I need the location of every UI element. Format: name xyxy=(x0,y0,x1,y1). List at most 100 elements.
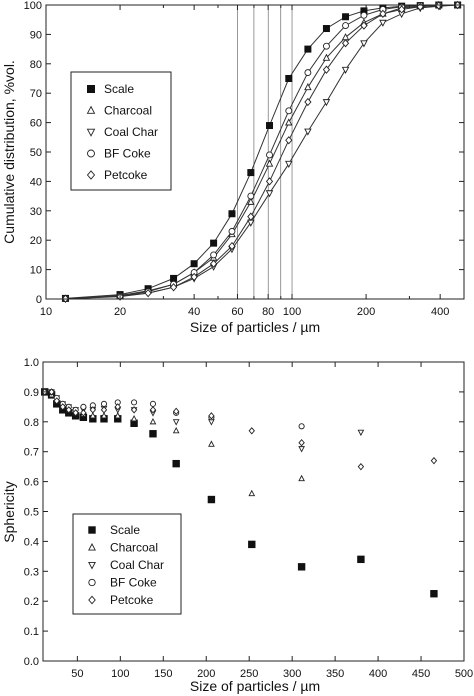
top-point xyxy=(210,251,218,259)
bottom-x-tick-label: 50 xyxy=(71,668,83,680)
bottom-y-tick-label: 0.5 xyxy=(24,507,39,519)
bottom-point xyxy=(172,419,180,426)
top-point xyxy=(265,190,274,198)
top-point xyxy=(285,136,293,145)
top-y-tick-label: 90 xyxy=(30,29,42,41)
top-x-tick-label: 60 xyxy=(231,306,243,318)
bottom-legend-label: Scale xyxy=(110,523,140,537)
bottom-legend-label: BF Coke xyxy=(110,576,157,590)
bottom-x-tick-label: 300 xyxy=(283,668,301,680)
top-point xyxy=(285,118,293,126)
top-point xyxy=(341,33,350,41)
top-point xyxy=(190,272,198,282)
bottom-point xyxy=(80,403,87,410)
top-y-tick-label: 0 xyxy=(36,294,42,306)
bottom-point xyxy=(114,403,121,411)
top-legend-marker xyxy=(86,105,96,114)
top-y-tick-label: 70 xyxy=(30,88,42,100)
bottom-point xyxy=(65,406,72,414)
top-point xyxy=(228,210,236,218)
top-point xyxy=(304,128,312,136)
top-y-tick-label: 100 xyxy=(24,0,42,12)
bottom-point xyxy=(149,417,157,425)
bottom-x-axis-label: Size of particles / µm xyxy=(190,678,320,694)
bottom-legend-label: Charcoal xyxy=(110,541,158,555)
top-legend: Scale Charcoal Coal Char BF Coke Petcoke xyxy=(70,71,172,191)
top-x-axis-label: Size of particles / µm xyxy=(190,319,320,335)
top-point xyxy=(360,11,368,19)
top-point xyxy=(322,42,330,50)
bottom-y-tick-label: 0.4 xyxy=(24,536,39,548)
top-point xyxy=(285,75,293,82)
bottom-markers xyxy=(41,388,438,598)
top-markers xyxy=(61,0,462,303)
top-legend-label: Charcoal xyxy=(104,104,152,118)
top-legend-marker xyxy=(87,149,95,158)
bottom-point xyxy=(89,411,97,419)
top-point xyxy=(322,65,331,74)
top-point xyxy=(247,212,255,221)
top-point xyxy=(379,19,387,27)
top-point xyxy=(190,260,198,268)
bottom-point xyxy=(208,440,215,447)
top-x-tick-label: 200 xyxy=(357,306,375,318)
bottom-point xyxy=(172,459,180,468)
bottom-legend-label: Petcoke xyxy=(110,593,154,607)
top-point xyxy=(285,160,293,169)
top-point xyxy=(144,288,152,298)
top-x-tick-label: 400 xyxy=(431,306,449,318)
bottom-point xyxy=(357,429,365,437)
bottom-point xyxy=(130,414,138,422)
top-point xyxy=(266,122,274,130)
bottom-point xyxy=(248,427,255,435)
bottom-point xyxy=(48,388,55,396)
bottom-x-tick-label: 350 xyxy=(326,668,344,680)
bottom-point xyxy=(248,540,256,549)
bottom-legend-marker xyxy=(88,595,96,605)
bottom-y-tick-label: 0.8 xyxy=(24,417,39,429)
bottom-point xyxy=(208,419,215,426)
top-y-tick-label: 10 xyxy=(30,265,42,277)
top-point xyxy=(265,159,274,167)
top-point xyxy=(379,9,387,18)
bottom-y-tick-label: 0.6 xyxy=(24,477,39,489)
top-y-tick-label: 60 xyxy=(30,118,42,130)
top-point xyxy=(210,239,218,247)
top-legend-label: Scale xyxy=(104,82,134,96)
top-legend-label: Coal Char xyxy=(104,125,158,139)
top-point xyxy=(360,21,368,30)
bottom-point xyxy=(149,400,157,407)
bottom-point xyxy=(100,411,108,419)
top-legend-label: BF Coke xyxy=(104,147,151,161)
bottom-point xyxy=(53,397,60,405)
bottom-y-tick-label: 0.7 xyxy=(24,447,39,459)
top-point xyxy=(266,151,273,159)
bottom-point xyxy=(430,456,438,465)
top-point xyxy=(285,107,293,115)
bottom-point xyxy=(208,412,215,420)
bottom-legend-label: Coal Char xyxy=(110,558,164,572)
top-y-axis-label: Cumulative distribution, %vol. xyxy=(1,60,17,244)
top-point xyxy=(247,192,255,200)
top-point xyxy=(265,177,274,186)
bottom-x-tick-label: 200 xyxy=(197,668,215,680)
top-point xyxy=(341,66,350,74)
top-point xyxy=(304,69,312,77)
top-grid xyxy=(237,5,293,299)
top-point xyxy=(304,97,312,107)
top-legend-marker xyxy=(86,128,96,137)
top-point xyxy=(322,53,331,61)
bottom-legend-marker xyxy=(88,526,96,534)
bottom-point xyxy=(357,555,365,564)
bottom-point xyxy=(131,399,138,406)
bottom-x-tick-label: 150 xyxy=(154,668,172,680)
bottom-point xyxy=(298,474,305,482)
bottom-x-tick-label: 450 xyxy=(412,668,430,680)
top-x-tick-label: 80 xyxy=(262,306,274,318)
bottom-y-tick-label: 0.9 xyxy=(24,387,39,399)
top-point xyxy=(398,5,406,14)
bottom-y-tick-label: 1.0 xyxy=(24,357,39,369)
top-y-tick-label: 20 xyxy=(30,235,42,247)
top-point xyxy=(322,99,331,107)
